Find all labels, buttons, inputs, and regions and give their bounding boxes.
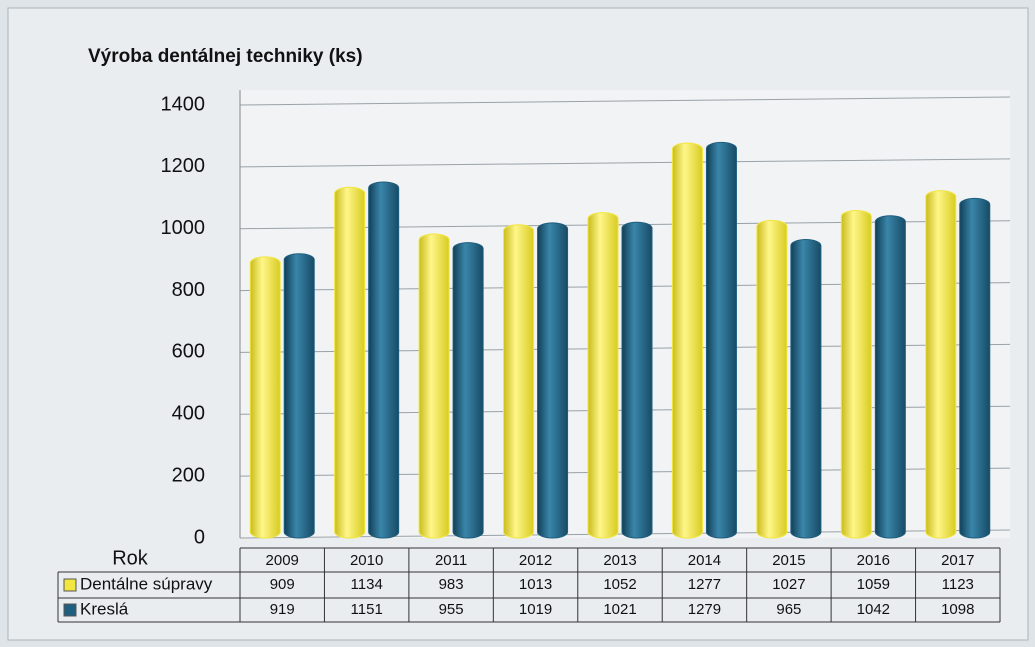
y-tick-label: 1000 bbox=[161, 217, 206, 239]
table-value: 1013 bbox=[519, 576, 552, 593]
legend-swatch bbox=[63, 603, 77, 617]
x-tick-label: 2015 bbox=[772, 552, 805, 569]
table-value: 1052 bbox=[603, 576, 636, 593]
table-value: 1027 bbox=[772, 576, 805, 593]
y-tick-label: 200 bbox=[172, 464, 205, 486]
bar bbox=[959, 197, 991, 539]
table-value: 1123 bbox=[942, 576, 974, 593]
bar bbox=[840, 209, 872, 539]
y-tick-label: 1200 bbox=[161, 155, 206, 177]
legend-label: Dentálne súpravy bbox=[80, 574, 213, 593]
table-value: 1021 bbox=[603, 601, 636, 618]
x-tick-label: 2016 bbox=[857, 552, 890, 569]
y-tick-label: 400 bbox=[172, 403, 205, 425]
bar bbox=[587, 212, 619, 539]
table-value: 965 bbox=[776, 601, 801, 618]
legend-label: Kreslá bbox=[80, 599, 129, 618]
y-tick-label: 0 bbox=[194, 526, 205, 548]
chart-title: Výroba dentálnej techniky (ks) bbox=[88, 46, 363, 67]
x-tick-label: 2012 bbox=[519, 552, 552, 569]
bar bbox=[705, 141, 737, 539]
bar bbox=[925, 190, 957, 539]
x-tick-label: 2017 bbox=[941, 552, 974, 569]
y-tick-label: 600 bbox=[172, 341, 205, 363]
bar bbox=[874, 215, 906, 539]
table-value: 1059 bbox=[857, 576, 890, 593]
x-tick-label: 2009 bbox=[266, 552, 299, 569]
legend-swatch bbox=[63, 578, 77, 592]
table-value: 1134 bbox=[351, 576, 383, 593]
table-value: 1151 bbox=[351, 601, 383, 618]
table-value: 919 bbox=[270, 601, 295, 618]
bar bbox=[368, 181, 400, 539]
bar bbox=[503, 224, 535, 539]
x-tick-label: 2013 bbox=[603, 552, 636, 569]
table-value: 1098 bbox=[941, 601, 974, 618]
bar bbox=[334, 186, 366, 539]
bar bbox=[671, 142, 703, 539]
grid-line bbox=[239, 96, 1011, 106]
table-value: 1277 bbox=[688, 576, 721, 593]
x-tick-label: 2010 bbox=[350, 552, 383, 569]
bar bbox=[621, 221, 653, 539]
table-value: 955 bbox=[439, 601, 464, 618]
x-tick-label: 2011 bbox=[435, 552, 467, 569]
y-tick-label: 1400 bbox=[161, 93, 206, 115]
x-axis-label: Rok bbox=[112, 547, 149, 569]
table-value: 983 bbox=[439, 576, 464, 593]
bar bbox=[790, 239, 822, 539]
table-value: 1019 bbox=[519, 601, 552, 618]
bar bbox=[283, 253, 315, 539]
bar bbox=[452, 242, 484, 539]
table-value: 1042 bbox=[857, 601, 890, 618]
table-value: 909 bbox=[270, 576, 295, 593]
bar bbox=[537, 222, 569, 539]
x-tick-label: 2014 bbox=[688, 552, 721, 569]
grid-line bbox=[239, 158, 1011, 168]
bar bbox=[418, 233, 450, 539]
y-tick-label: 800 bbox=[172, 279, 205, 301]
bar bbox=[756, 219, 788, 539]
table-value: 1279 bbox=[688, 601, 721, 618]
bar bbox=[249, 256, 281, 539]
